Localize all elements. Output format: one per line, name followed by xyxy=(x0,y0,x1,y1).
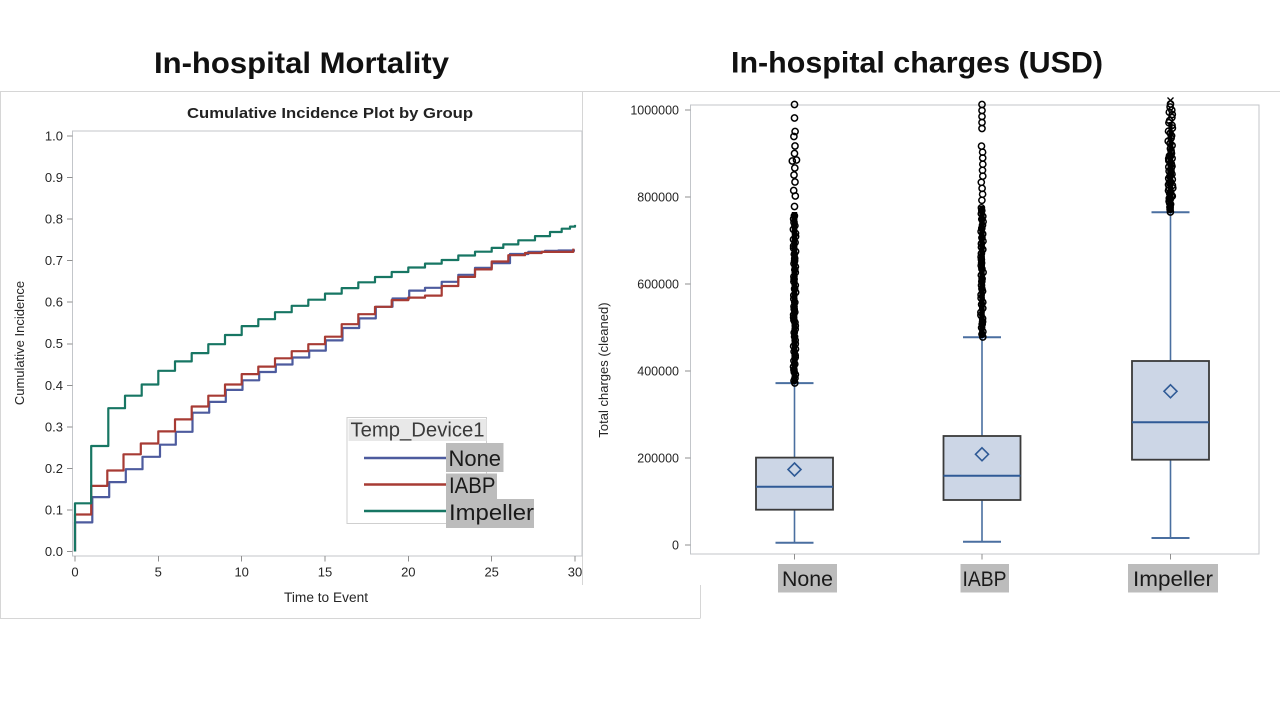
svg-text:0.7: 0.7 xyxy=(45,253,63,268)
svg-text:800000: 800000 xyxy=(637,190,679,204)
svg-text:IABP: IABP xyxy=(963,568,1007,591)
svg-text:0.2: 0.2 xyxy=(45,461,63,476)
svg-text:Impeller: Impeller xyxy=(449,500,534,525)
svg-text:0.9: 0.9 xyxy=(45,170,63,185)
svg-text:Cumulative Incidence: Cumulative Incidence xyxy=(12,281,27,405)
svg-text:10: 10 xyxy=(234,565,248,580)
svg-text:1.0: 1.0 xyxy=(45,129,63,144)
svg-text:200000: 200000 xyxy=(637,451,679,465)
svg-text:Temp_Device1: Temp_Device1 xyxy=(351,420,485,442)
svg-text:15: 15 xyxy=(318,565,332,580)
svg-text:None: None xyxy=(782,568,833,591)
svg-text:Impeller: Impeller xyxy=(1133,568,1213,591)
svg-text:0.8: 0.8 xyxy=(45,212,63,227)
svg-text:0.5: 0.5 xyxy=(45,336,63,351)
svg-text:1000000: 1000000 xyxy=(630,103,679,117)
svg-text:0.6: 0.6 xyxy=(45,295,63,310)
svg-text:0: 0 xyxy=(672,538,679,552)
svg-text:None: None xyxy=(449,446,502,471)
svg-text:In-hospital Mortality: In-hospital Mortality xyxy=(154,47,449,80)
svg-text:Cumulative Incidence Plot by G: Cumulative Incidence Plot by Group xyxy=(187,105,473,122)
svg-text:30: 30 xyxy=(568,565,582,580)
svg-text:0.0: 0.0 xyxy=(45,544,63,559)
svg-text:IABP: IABP xyxy=(449,473,496,498)
svg-text:Time to Event: Time to Event xyxy=(284,590,368,605)
svg-text:Total charges (cleaned): Total charges (cleaned) xyxy=(596,302,611,437)
svg-text:400000: 400000 xyxy=(637,364,679,378)
svg-text:0.1: 0.1 xyxy=(45,503,63,518)
svg-text:0.4: 0.4 xyxy=(45,378,63,393)
svg-text:5: 5 xyxy=(155,565,162,580)
svg-text:0: 0 xyxy=(71,565,78,580)
svg-text:25: 25 xyxy=(484,565,498,580)
svg-text:600000: 600000 xyxy=(637,277,679,291)
svg-text:In-hospital charges (USD): In-hospital charges (USD) xyxy=(731,47,1103,80)
svg-text:20: 20 xyxy=(401,565,415,580)
svg-text:0.3: 0.3 xyxy=(45,419,63,434)
